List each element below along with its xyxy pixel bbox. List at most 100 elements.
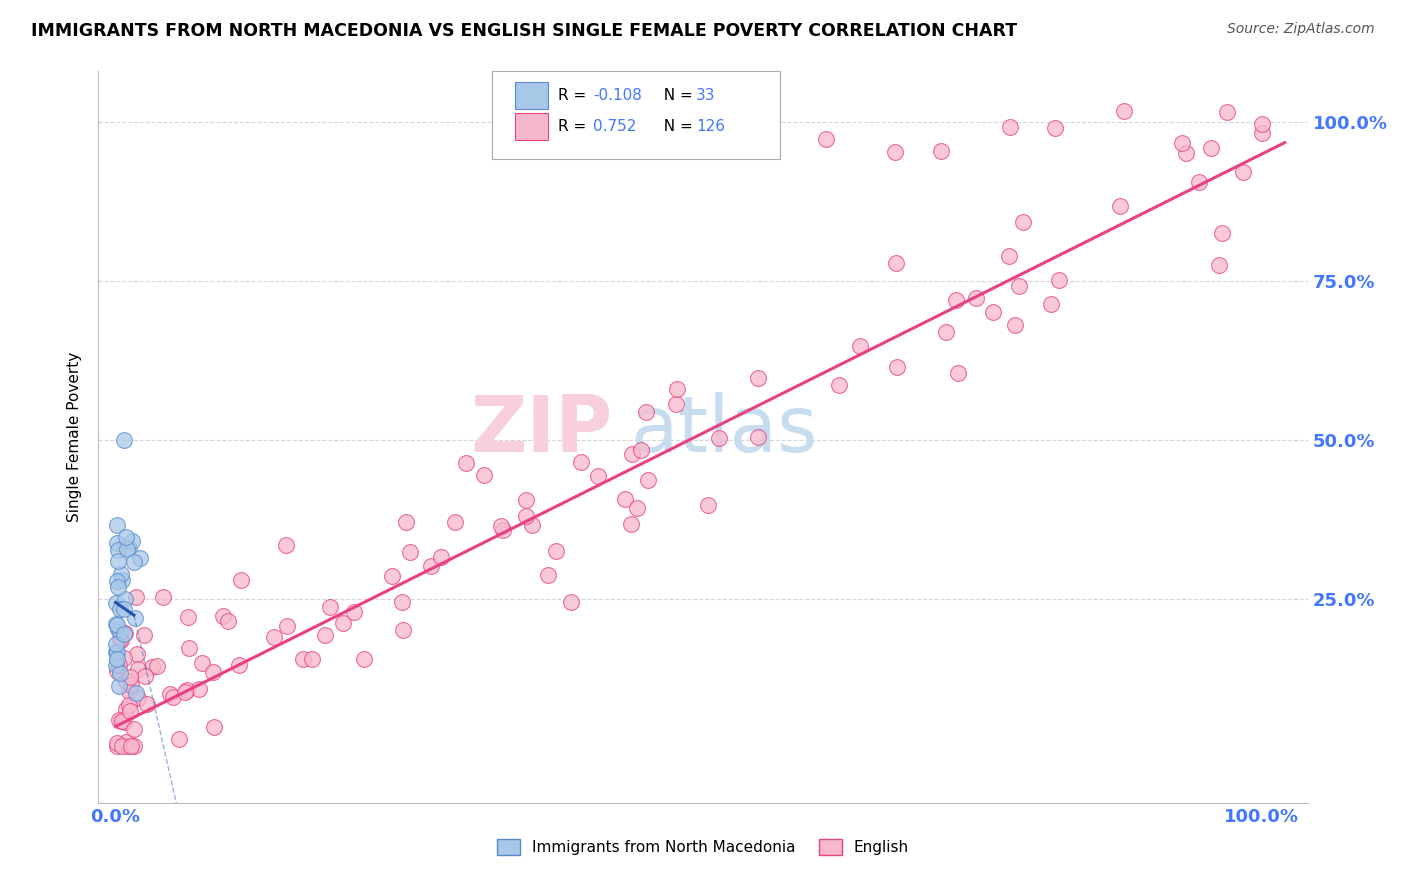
- Point: [105, 665, 128, 679]
- Point: [105, 736, 128, 750]
- Point: [664, 397, 686, 411]
- Point: [620, 517, 643, 532]
- Point: [104, 616, 127, 631]
- Point: [1045, 120, 1067, 135]
- Point: [122, 722, 145, 736]
- Legend: Immigrants from North Macedonia, English: Immigrants from North Macedonia, English: [491, 833, 915, 861]
- Point: [929, 144, 952, 158]
- Point: [152, 590, 174, 604]
- Point: [212, 609, 235, 624]
- Point: [145, 658, 167, 673]
- Point: [343, 606, 366, 620]
- Point: [332, 616, 354, 631]
- Point: [124, 611, 146, 625]
- Point: [176, 682, 198, 697]
- Text: atlas: atlas: [630, 392, 818, 467]
- Point: [112, 601, 135, 615]
- Point: [626, 501, 648, 516]
- Point: [1012, 215, 1035, 229]
- Point: [1114, 104, 1136, 119]
- Point: [1250, 117, 1272, 131]
- Point: [202, 665, 225, 679]
- Text: -0.108: -0.108: [593, 88, 643, 103]
- Point: [114, 592, 136, 607]
- Point: [886, 360, 908, 375]
- Point: [105, 617, 128, 632]
- Text: N =: N =: [654, 120, 697, 134]
- Point: [107, 580, 129, 594]
- Point: [665, 382, 688, 396]
- Text: 126: 126: [696, 120, 725, 134]
- Point: [114, 673, 136, 688]
- Point: [105, 651, 128, 665]
- Text: Source: ZipAtlas.com: Source: ZipAtlas.com: [1227, 22, 1375, 37]
- Point: [120, 739, 142, 753]
- Point: [122, 555, 145, 569]
- Text: IMMIGRANTS FROM NORTH MACEDONIA VS ENGLISH SINGLE FEMALE POVERTY CORRELATION CHA: IMMIGRANTS FROM NORTH MACEDONIA VS ENGLI…: [31, 22, 1017, 40]
- Point: [630, 442, 652, 457]
- Point: [132, 628, 155, 642]
- Point: [115, 530, 138, 544]
- Point: [537, 567, 560, 582]
- Point: [515, 492, 537, 507]
- Point: [301, 652, 323, 666]
- Point: [117, 739, 139, 753]
- Point: [560, 595, 582, 609]
- Point: [136, 698, 159, 712]
- Point: [122, 739, 145, 753]
- Point: [945, 293, 967, 307]
- Point: [127, 691, 149, 706]
- Point: [177, 610, 200, 624]
- Point: [637, 473, 659, 487]
- Point: [696, 498, 718, 512]
- Point: [1216, 105, 1239, 120]
- Point: [141, 660, 163, 674]
- Point: [276, 538, 298, 552]
- Point: [965, 291, 987, 305]
- Point: [884, 145, 907, 160]
- Point: [1175, 146, 1198, 161]
- Point: [1047, 273, 1070, 287]
- Point: [112, 434, 135, 448]
- Point: [111, 714, 134, 728]
- Point: [456, 457, 478, 471]
- Point: [112, 714, 135, 729]
- Point: [353, 652, 375, 666]
- Point: [111, 739, 134, 753]
- Point: [108, 632, 131, 647]
- Point: [104, 658, 127, 673]
- Point: [430, 550, 453, 565]
- Point: [636, 405, 658, 419]
- Point: [886, 256, 908, 270]
- Point: [108, 625, 131, 640]
- Point: [276, 619, 298, 633]
- Point: [127, 662, 149, 676]
- Point: [489, 518, 512, 533]
- Point: [318, 600, 340, 615]
- Point: [419, 559, 441, 574]
- Point: [108, 713, 131, 727]
- Point: [392, 624, 415, 638]
- Point: [107, 554, 129, 568]
- Point: [998, 120, 1021, 134]
- Point: [115, 542, 138, 557]
- Point: [125, 591, 148, 605]
- Point: [569, 455, 592, 469]
- Point: [202, 720, 225, 734]
- Point: [112, 627, 135, 641]
- Point: [613, 491, 636, 506]
- Point: [177, 640, 200, 655]
- Point: [120, 670, 142, 684]
- Point: [515, 509, 537, 524]
- Point: [162, 690, 184, 704]
- Text: R =: R =: [558, 120, 592, 134]
- Point: [114, 626, 136, 640]
- Point: [105, 645, 128, 659]
- Point: [108, 602, 131, 616]
- Point: [121, 534, 143, 549]
- Point: [314, 628, 336, 642]
- Point: [444, 515, 467, 529]
- Point: [134, 669, 156, 683]
- Point: [231, 573, 253, 587]
- Point: [1211, 226, 1233, 240]
